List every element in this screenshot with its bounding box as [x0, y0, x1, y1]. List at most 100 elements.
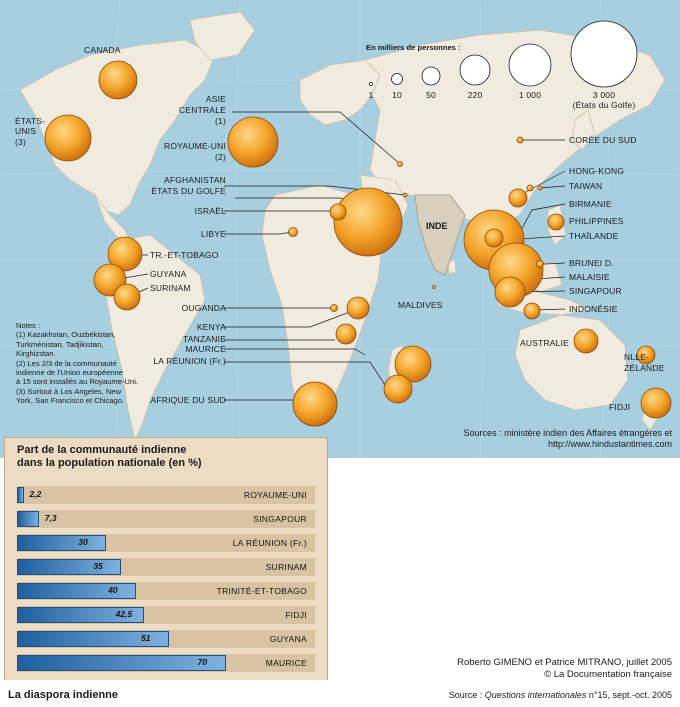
north-america: [19, 39, 216, 216]
bubble-indonesie: [523, 302, 541, 320]
bubble-philippines: [547, 213, 565, 231]
label-afrique-sud: AFRIQUE DU SUD: [150, 395, 226, 405]
bubble-hong-kong: [526, 184, 534, 192]
bar-row: 7,3 SINGAPOUR: [17, 510, 315, 528]
japan: [571, 109, 596, 151]
legend-label-3000: 3 000: [592, 90, 616, 100]
label-libye: LIBYE: [200, 229, 226, 239]
label-fidji: FIDJI: [609, 402, 631, 412]
bar-row: 51 GUYANA: [17, 630, 315, 648]
credit-authors: Roberto GIMENO et Patrice MITRANO, juill…: [457, 657, 672, 668]
bar-category-label: SURINAM: [265, 562, 307, 572]
note-line: (3) Surtout à Los Angeles, New: [16, 386, 122, 396]
bubble-australie: [573, 328, 599, 354]
bar-category-label: SINGAPOUR: [253, 514, 307, 524]
bubble-brunei: [536, 260, 544, 268]
bubble-etats-golfe: [333, 187, 403, 257]
label-etats-unis-1: ÉTATS-: [15, 116, 46, 126]
bubble-ouganda: [330, 304, 338, 312]
label-royaume-uni-1: ROYAUME-UNI: [163, 141, 226, 151]
bottom-source: Source : Questions internationales n°15,…: [330, 690, 672, 700]
map-sources: Sources : ministère indien des Affaires …: [396, 428, 672, 450]
bar: [17, 559, 122, 575]
legend-label-50: 50: [426, 90, 436, 100]
bar: [17, 487, 24, 503]
label-australie: AUSTRALIE: [520, 338, 570, 348]
note-line: (2) Les 2/3 de la communauté: [16, 358, 117, 368]
bar-row: 2,2 ROYAUME-UNI: [17, 486, 315, 504]
legend-label-3000-sub: (États du Golfe): [572, 100, 636, 110]
note-line: Turkménistan, Tadjikistan,: [16, 339, 104, 349]
page-title: La diaspora indienne: [8, 689, 119, 701]
label-indonesie: INDONÉSIE: [569, 304, 618, 314]
label-etats-unis-2: UNIS: [15, 126, 37, 136]
bubble-surinam: [113, 283, 141, 311]
legend-title: En milliers de personnes :: [366, 43, 461, 52]
bubble-afghanistan: [402, 192, 408, 198]
map-sources-line-1: Sources : ministère indien des Affaires …: [463, 428, 672, 438]
notes: Notes : (1) Kazakhstan, Ouzbékistan, Tur…: [16, 321, 156, 406]
bubble-coree: [516, 136, 524, 144]
bar-value-label: 7,3: [44, 513, 57, 523]
label-asie-2: CENTRALE: [179, 105, 226, 115]
bar-row: 30 LA RÉUNION (Fr.): [17, 534, 315, 552]
label-royaume-uni-2: (2): [215, 152, 226, 162]
label-taiwan: TAIWAN: [569, 181, 603, 191]
bar-row: 40 TRINITÉ-ET-TOBAGO: [17, 582, 315, 600]
india-label: INDE: [426, 221, 448, 231]
bubble-nz: [636, 345, 656, 365]
bubble-taiwan: [537, 185, 543, 191]
label-etats-golfe: ÉTATS DU GOLFE: [151, 186, 226, 196]
bubble-canada: [98, 60, 138, 100]
bubble-asie-centrale: [397, 161, 403, 167]
india-highlight: [414, 194, 466, 276]
bar: [17, 631, 169, 647]
note-line: à 15 sont installés au Royaume-Uni.: [16, 377, 138, 387]
legend-circle-1000: [508, 43, 552, 87]
europe: [299, 59, 381, 126]
bar-category-label: FIDJI: [285, 610, 307, 620]
source-suffix: n°15, sept.-oct. 2005: [586, 690, 672, 700]
bar-category-label: ROYAUME-UNI: [243, 490, 307, 500]
legend-label-1: 1: [368, 90, 374, 100]
note-line: Kirghizstan.: [16, 349, 56, 359]
label-malaisie: MALAISIE: [569, 272, 610, 282]
legend-circle-1: [369, 82, 373, 86]
legend-circles: [369, 20, 638, 88]
population-bubbles: [44, 60, 672, 427]
world-map: En milliers de personnes : 1 10 50 220 1…: [0, 0, 680, 458]
label-tanzanie: TANZANIE: [182, 334, 226, 344]
label-trinidad: TR.-ET-TOBAGO: [150, 250, 219, 260]
label-asie-1: ASIE: [205, 94, 226, 104]
label-brunei: BRUNEI D.: [569, 258, 614, 268]
bubble-thailande-inner: [484, 228, 504, 248]
chart-title-line-1: Part de la communauté indienne: [17, 444, 187, 456]
greenland: [189, 11, 256, 61]
bubble-maldives: [432, 285, 436, 289]
note-line: indienne de l'Union européenne: [16, 368, 124, 378]
bar-value-label: 51: [140, 633, 151, 643]
chart-title: Part de la communauté indienne dans la p…: [17, 444, 307, 470]
label-nz-1: NLLE-: [624, 352, 650, 362]
bar: [17, 583, 137, 599]
map-sources-line-2: http://www.hindustantimes.com: [547, 439, 672, 449]
legend-label-10: 10: [392, 90, 402, 100]
label-asie-3: (1): [215, 116, 226, 126]
bar-row: 42,5 FIDJI: [17, 606, 315, 624]
bar-value-label: 70: [197, 657, 208, 667]
bar: [17, 511, 39, 527]
map-canvas: [0, 0, 680, 458]
bubble-afrique-sud: [292, 381, 338, 427]
source-journal: Questions internationales: [484, 690, 587, 700]
bubble-tanzanie: [335, 323, 357, 345]
legend-label-220: 220: [467, 90, 483, 100]
label-etats-unis-3: (3): [15, 137, 26, 147]
label-surinam: SURINAM: [150, 283, 191, 293]
bar: [17, 607, 144, 623]
credit-publisher: © La Documentation française: [544, 669, 672, 680]
note-line: Notes :: [16, 321, 41, 330]
label-ouganda: OUGANDA: [181, 303, 226, 313]
note-line: (1) Kazakhstan, Ouzbékistan,: [16, 330, 116, 340]
legend-circle-220: [459, 54, 491, 86]
bubble-kenya: [346, 296, 370, 320]
